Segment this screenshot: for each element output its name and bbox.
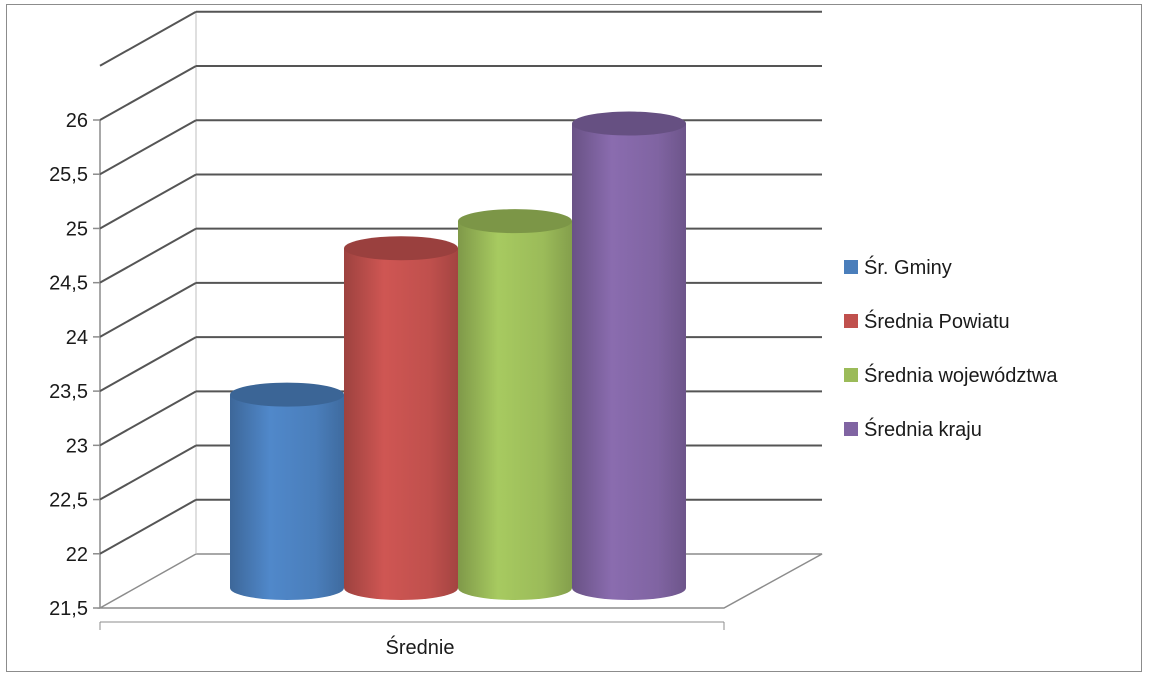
y-tick-label: 25,5 — [49, 164, 88, 186]
cylinder-top — [458, 209, 572, 234]
gridline-side — [99, 390, 197, 447]
y-tick-label: 21,5 — [49, 598, 88, 620]
cylinder-top — [572, 111, 686, 136]
legend: Śr. Gminy Średnia Powiatu Średnia wojewódz… — [844, 255, 1058, 441]
bars — [230, 111, 686, 601]
y-tick-label: 23,5 — [49, 381, 88, 403]
gridline-side — [99, 10, 197, 67]
bar-średnia-województwa — [458, 209, 572, 600]
legend-label: Średnia województwa — [864, 363, 1058, 387]
gridline-side — [99, 227, 197, 284]
x-axis: Średnie — [386, 635, 455, 659]
bar-średnia-kraju — [572, 111, 686, 601]
gridline-side — [99, 444, 197, 501]
y-tick-label: 23 — [66, 435, 88, 457]
x-category-label: Średnie — [386, 635, 455, 659]
y-tick-label: 26 — [66, 110, 88, 132]
gridline-side — [99, 119, 197, 176]
bar-śr-gminy — [230, 382, 344, 600]
legend-swatch — [844, 260, 858, 274]
legend-swatch — [844, 368, 858, 382]
legend-swatch — [844, 314, 858, 328]
gridline-side — [99, 282, 197, 338]
gridline-side — [99, 498, 197, 555]
gridline-side — [99, 336, 197, 392]
chart-floor — [97, 553, 823, 609]
legend-label: Średnia Powiatu — [864, 309, 1010, 333]
cylinder-body — [572, 123, 686, 601]
y-tick-label: 25 — [66, 218, 88, 240]
y-tick-label: 24 — [66, 327, 88, 349]
bar-średnia-powiatu — [344, 236, 458, 600]
legend-label: Śr. Gminy — [864, 255, 952, 279]
cylinder-top — [230, 382, 344, 407]
gridline-side — [99, 173, 197, 230]
cylinder-top — [344, 236, 458, 261]
cylinder-body — [458, 221, 572, 600]
y-tick-label: 22,5 — [49, 490, 88, 512]
y-tick-label: 22 — [66, 544, 88, 566]
legend-swatch — [844, 422, 858, 436]
legend-label: Średnia kraju — [864, 417, 982, 441]
cylinder-body — [230, 394, 344, 600]
y-tick-label: 24,5 — [49, 273, 88, 295]
y-axis-ticks: 21,5 22 22,5 23 23,5 24 24,5 25 25,5 26 — [49, 110, 100, 620]
cylinder-body — [344, 248, 458, 600]
gridline-side — [99, 65, 197, 121]
